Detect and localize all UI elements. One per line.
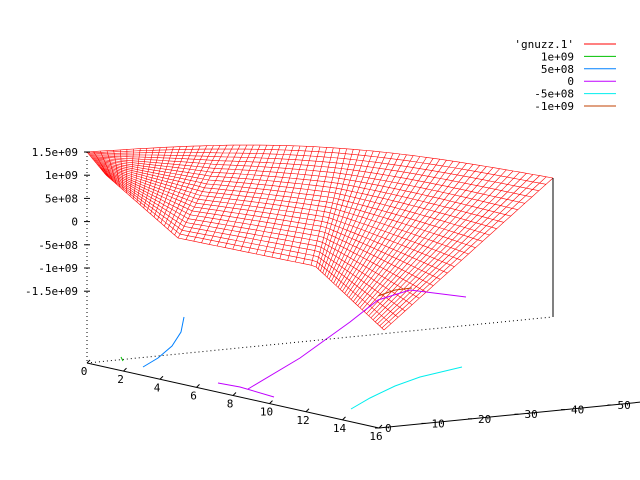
y-tick-label: 50: [618, 399, 631, 412]
x-tick-label: 4: [154, 381, 161, 394]
surface-mesh-line: [98, 166, 448, 274]
surface-mesh-line: [88, 152, 539, 191]
legend-label: 1e+09: [541, 50, 574, 63]
x-tick-mark: [159, 375, 164, 380]
surface-mesh-line: [103, 171, 406, 312]
y-tick-label: 20: [478, 413, 491, 426]
contour-line: [120, 356, 124, 362]
y-axis-line: [378, 401, 640, 429]
surface-mesh-line: [102, 170, 413, 305]
surface-mesh-line: [90, 155, 525, 204]
contour-line: [142, 316, 185, 368]
surface-mesh-line: [105, 173, 392, 324]
surface-mesh: [86, 144, 554, 331]
surface-mesh-line: [98, 165, 455, 267]
surface-mesh-line: [86, 144, 554, 179]
x-tick-label: 16: [369, 430, 382, 443]
y-tick-label: 30: [525, 408, 538, 421]
y-tick-label: 40: [571, 404, 584, 417]
z-tick-label: -1.5e+09: [25, 285, 78, 298]
tick-labels: 1.5e+09 1e+09 5e+08 0 -5e+08 -1e+09 -1.5e+09 0 2…: [25, 146, 631, 443]
axes: [84, 151, 640, 429]
legend-label: -1e+09: [534, 100, 574, 113]
y-axis-back-line: [86, 316, 553, 364]
surface-mesh-line: [104, 172, 399, 318]
z-tick-label: -5e+08: [38, 239, 78, 252]
legend-label: -5e+08: [534, 88, 574, 101]
legend-label: 5e+08: [541, 63, 574, 76]
x-tick-mark: [232, 392, 237, 396]
x-tick-label: 6: [190, 389, 197, 402]
x-tick-mark: [378, 424, 383, 429]
x-tick-mark: [305, 408, 310, 413]
surface-mesh-line: [91, 157, 511, 217]
surface-mesh-line: [97, 164, 462, 261]
x-tick-label: 2: [117, 373, 124, 386]
surface-mesh-line: [96, 163, 469, 255]
surface-mesh-line: [101, 169, 420, 299]
z-tick-label: 5e+08: [45, 192, 78, 205]
base-contours: [120, 287, 467, 410]
surface-mesh-line: [95, 162, 476, 248]
surface-mesh-line: [90, 156, 518, 210]
surface-mesh-line: [99, 167, 441, 280]
x-tick-label: 10: [260, 406, 273, 419]
y-tick-label: 0: [385, 422, 392, 435]
surface-mesh-line: [93, 159, 497, 229]
surface-mesh-line: [87, 148, 547, 185]
surface-mesh-line: [94, 160, 490, 236]
surface-mesh-line: [92, 158, 504, 223]
legend-label: 0: [567, 75, 574, 88]
x-tick-mark: [123, 367, 127, 372]
x-tick-label: 8: [227, 398, 234, 411]
y-tick-label: 10: [432, 417, 445, 430]
contour-line: [350, 366, 463, 410]
z-tick-label: -1e+09: [38, 262, 78, 275]
x-tick-label: 12: [296, 414, 309, 427]
surface-mesh-line: [100, 168, 434, 286]
z-tick-label: 0: [71, 216, 78, 229]
x-tick-mark: [86, 359, 91, 364]
surface-mesh-line: [105, 174, 385, 331]
surface-mesh-line: [94, 161, 483, 242]
x-tick-mark: [342, 416, 346, 421]
z-tick-label: 1e+09: [45, 169, 78, 182]
x-tick-label: 0: [81, 365, 88, 378]
x-tick-label: 14: [333, 422, 347, 435]
contour-line: [247, 289, 467, 390]
legend-label: 'gnuzz.1': [514, 38, 574, 51]
x-tick-mark: [196, 384, 200, 388]
surface-mesh-line: [101, 169, 427, 293]
contour-line: [377, 287, 413, 297]
contour-line: [217, 382, 275, 398]
surface-mesh-line: [89, 154, 532, 198]
x-tick-mark: [269, 400, 273, 404]
z-tick-label: 1.5e+09: [32, 146, 78, 159]
